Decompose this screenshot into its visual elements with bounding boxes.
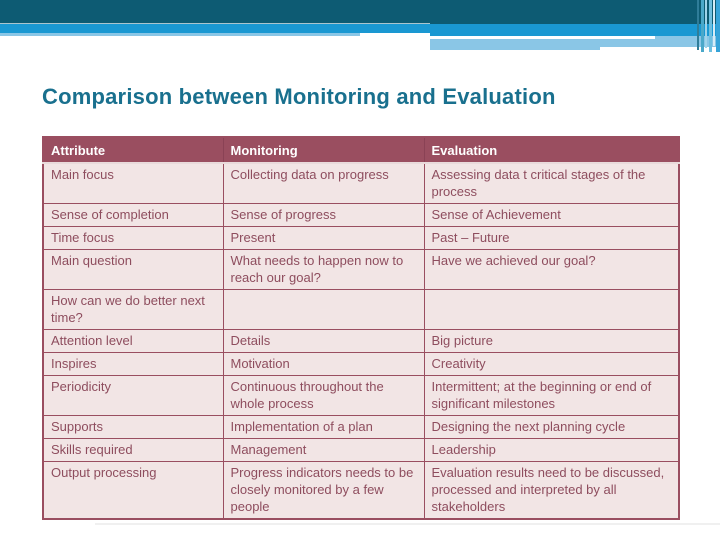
table-header-row: Attribute Monitoring Evaluation: [43, 137, 679, 164]
table-container: Attribute Monitoring Evaluation Main foc…: [42, 136, 680, 520]
table-cell: How can we do better next time?: [42, 289, 224, 330]
table-cell: Designing the next planning cycle: [423, 415, 680, 439]
table-cell: Periodicity: [42, 375, 224, 416]
table-cell: Supports: [42, 415, 224, 439]
table-cell: Main question: [42, 249, 224, 290]
table-cell: Time focus: [42, 226, 224, 250]
table-cell: Have we achieved our goal?: [423, 249, 680, 290]
table-row: Time focus Present Past – Future: [42, 226, 680, 250]
table-row: Output processing Progress indicators nee…: [42, 461, 680, 520]
comparison-table: Attribute Monitoring Evaluation Main foc…: [42, 136, 680, 520]
table-cell: Intermittent; at the beginning or end of…: [423, 375, 680, 416]
banner-lightblue-tail: [430, 47, 600, 50]
table-row: Periodicity Continuous throughout the who…: [42, 375, 680, 416]
header-cell-attribute: Attribute: [43, 137, 223, 164]
table-row: How can we do better next time?: [42, 289, 680, 330]
table-cell: Collecting data on progress: [222, 162, 425, 204]
slide-bottom-edge: [95, 523, 720, 525]
table-cell: [423, 289, 680, 330]
banner-separator-line: [0, 23, 430, 24]
banner-blue-bar-right: [430, 24, 720, 36]
table-row: Attention level Details Big picture: [42, 329, 680, 353]
table-row: Sense of completion Sense of progress Sens…: [42, 203, 680, 227]
header-cell-evaluation: Evaluation: [423, 137, 679, 164]
table-row: Inspires Motivation Creativity: [42, 352, 680, 376]
banner-vertical-stripe: [701, 0, 704, 52]
table-row: Supports Implementation of a plan Designin…: [42, 415, 680, 439]
banner-dark-bar: [0, 0, 720, 24]
table-cell: Sense of progress: [222, 203, 425, 227]
banner-vertical-stripe: [697, 0, 699, 50]
table-cell: Sense of Achievement: [423, 203, 680, 227]
table-cell: Past – Future: [423, 226, 680, 250]
table-cell: Creativity: [423, 352, 680, 376]
banner-lightblue-bar-right: [430, 39, 720, 47]
banner-vertical-stripe: [705, 0, 707, 48]
table-cell: What needs to happen now to reach our go…: [222, 249, 425, 290]
table-cell: Main focus: [42, 162, 224, 204]
banner-blue-bar-left: [0, 24, 430, 33]
banner-lightblue-bar-left: [0, 33, 360, 36]
banner-vertical-stripe: [713, 0, 715, 46]
table-cell: Continuous throughout the whole process: [222, 375, 425, 416]
table-cell: Inspires: [42, 352, 224, 376]
table-cell: Sense of completion: [42, 203, 224, 227]
table-cell: [222, 289, 425, 330]
banner-vertical-stripe: [716, 0, 720, 52]
table-cell: Evaluation results need to be discussed,…: [423, 461, 680, 520]
table-cell: Management: [222, 438, 425, 462]
slide-title: Comparison between Monitoring and Evalua…: [42, 84, 556, 109]
table-cell: Big picture: [423, 329, 680, 353]
table-row: Main focus Collecting data on progress Ass…: [42, 162, 680, 204]
table-body: Main focus Collecting data on progress Ass…: [42, 162, 680, 520]
table-cell: Assessing data t critical stages of the …: [423, 162, 680, 204]
table-cell: Implementation of a plan: [222, 415, 425, 439]
table-row: Skills required Management Leadership: [42, 438, 680, 462]
banner-lightblue-join: [655, 36, 720, 39]
table-cell: Motivation: [222, 352, 425, 376]
table-row: Main question What needs to happen now to…: [42, 249, 680, 290]
table-cell: Skills required: [42, 438, 224, 462]
table-cell: Attention level: [42, 329, 224, 353]
table-cell: Present: [222, 226, 425, 250]
header-cell-monitoring: Monitoring: [222, 137, 424, 164]
table-cell: Output processing: [42, 461, 224, 520]
table-cell: Details: [222, 329, 425, 353]
banner-vertical-stripe: [709, 0, 712, 52]
table-cell: Progress indicators needs to be closely …: [222, 461, 425, 520]
table-cell: Leadership: [423, 438, 680, 462]
